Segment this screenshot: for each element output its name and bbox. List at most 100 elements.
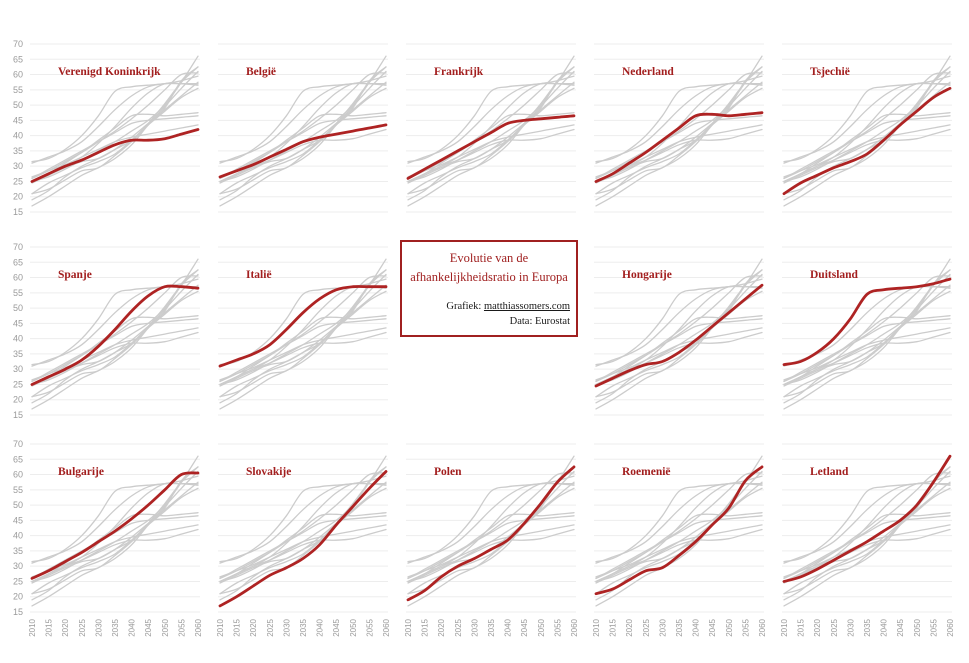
x-tick-label: 2035 [863,618,872,636]
context-line-duitsland [783,475,951,563]
context-line-nederland [31,112,199,183]
x-tick-label: 2025 [642,618,651,636]
x-tick-label: 2030 [282,618,291,636]
context-line-bulgarije [219,472,387,580]
x-tick-label: 2020 [813,618,822,636]
context-line-frankrijk [783,318,951,383]
y-tick-label: 65 [13,454,23,464]
y-tick-label: 15 [13,607,23,617]
y-tick-label: 70 [13,439,23,449]
context-line-roemeni- [407,466,575,595]
x-tick-label: 2050 [537,618,546,636]
context-line-duitsland [219,75,387,163]
x-tick-label: 2040 [692,618,701,636]
highlight-line-roemeni- [594,465,764,596]
highlight-line-bulgarije [30,471,200,580]
context-line-bulgarije [595,72,763,180]
x-tick-label: 2050 [725,618,734,636]
context-line-polen [219,466,387,601]
highlight-line-frankrijk [406,114,576,180]
context-line-duitsland [407,75,575,163]
context-line-letland [783,55,951,183]
highlight-line-tsjechi- [782,86,952,196]
y-tick-label: 25 [13,576,23,586]
context-line-duitsland [595,475,763,563]
y-tick-label: 45 [13,515,23,525]
context-line-frankrijk [595,318,763,383]
context-line-roemeni- [219,466,387,595]
context-line-bulgarije [31,275,199,383]
x-tick-label: 2010 [592,618,601,636]
context-line-nederland [219,512,387,583]
x-tick-label: 2015 [421,618,430,636]
x-tick-label: 2055 [177,618,186,636]
context-line-roemeni- [595,66,763,195]
x-tick-label: 2010 [216,618,225,636]
x-tick-label: 2025 [78,618,87,636]
x-tick-label: 2030 [846,618,855,636]
context-line-duitsland [219,475,387,563]
facet-label-polen: Polen [434,466,462,478]
context-line-roemeni- [783,269,951,398]
context-line-polen [219,269,387,404]
x-tick-label: 2045 [708,618,717,636]
facet-label-duitsland: Duitsland [810,269,859,281]
context-line-letland [783,258,951,386]
x-tick-label: 2035 [299,618,308,636]
facet-spanje: Spanje 15 20 25 30 35 40 45 50 55 60 65 70 [13,242,200,420]
context-line-frankrijk [783,115,951,180]
context-line-duitsland [407,475,575,563]
x-tick-label: 2060 [570,618,579,636]
x-tick-label: 2010 [404,618,413,636]
context-line-frankrijk [595,515,763,580]
facet-frankrijk: Frankrijk [406,43,576,213]
y-tick-label: 50 [13,303,23,313]
y-tick-label: 55 [13,288,23,298]
highlight-line-belgi- [218,123,388,179]
highlight-line-letland [782,454,952,583]
x-tick-label: 2025 [266,618,275,636]
x-tick-label: 2055 [929,618,938,636]
x-tick-label: 2040 [504,618,513,636]
context-line-tsjechi- [31,290,199,398]
x-tick-label: 2015 [609,618,618,636]
context-line-nederland [595,315,763,386]
x-tick-label: 2055 [741,618,750,636]
facet-itali-: Italië [218,246,388,416]
context-line-letland [31,258,199,386]
x-tick-label: 2025 [454,618,463,636]
x-tick-label: 2045 [896,618,905,636]
context-line-tsjechi- [783,487,951,595]
x-tick-label: 2045 [520,618,529,636]
facet-label-belgi-: België [246,66,276,78]
y-tick-label: 25 [13,176,23,186]
context-line-bulgarije [595,472,763,580]
credit-link[interactable]: matthiassomers.com [483,300,570,312]
context-line-letland [219,258,387,386]
x-tick-label: 2010 [28,618,37,636]
x-tick-label: 2035 [675,618,684,636]
y-tick-label: 35 [13,546,23,556]
x-tick-label: 2020 [625,618,634,636]
chart-title-line2: afhankelijkheidsratio in Europa [410,270,568,285]
context-line-bulgarije [783,275,951,383]
context-line-polen [595,66,763,201]
y-tick-label: 55 [13,85,23,95]
context-line-tsjechi- [219,290,387,398]
x-tick-label: 2015 [233,618,242,636]
highlight-line-spanje [30,284,200,386]
context-line-nederland [595,512,763,583]
y-tick-label: 35 [13,349,23,359]
highlight-line-hongarije [594,283,764,388]
context-line-letland [595,55,763,183]
y-tick-label: 25 [13,379,23,389]
context-line-nederland [31,512,199,583]
x-tick-label: 2040 [316,618,325,636]
credits-block: Grafiek: matthiassomers.com Data: Eurost… [408,299,570,329]
x-tick-label: 2050 [349,618,358,636]
context-line-tsjechi- [31,487,199,595]
context-line-polen [219,66,387,201]
context-line-duitsland [31,75,199,163]
credit-label: Grafiek: [446,300,484,312]
facet-label-slovakije: Slovakije [246,466,291,478]
